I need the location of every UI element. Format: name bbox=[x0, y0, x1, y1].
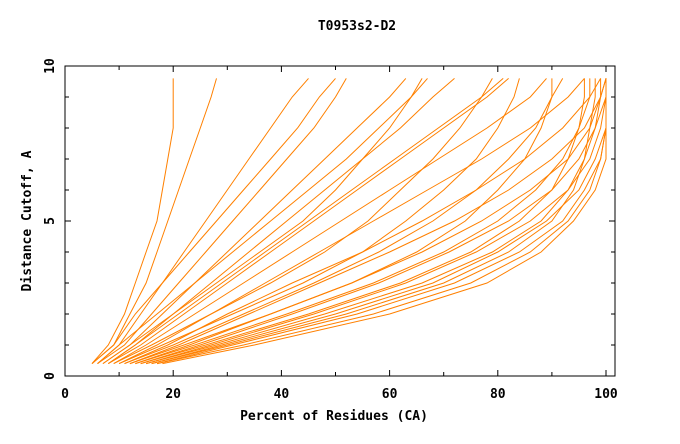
series-line-2 bbox=[91, 78, 217, 364]
x-tick-label: 60 bbox=[382, 387, 398, 402]
series-line-24 bbox=[102, 78, 423, 365]
series-line-30 bbox=[91, 78, 336, 364]
series-line-25 bbox=[97, 78, 428, 364]
series-line-28 bbox=[124, 78, 564, 365]
series-line-12 bbox=[135, 78, 607, 365]
series-line-3 bbox=[97, 78, 309, 364]
series-line-29 bbox=[108, 78, 504, 365]
series-line-22 bbox=[118, 78, 520, 365]
series-line-1 bbox=[91, 78, 174, 364]
series-line-20 bbox=[140, 78, 585, 365]
series-line-5 bbox=[102, 78, 407, 365]
series-line-9 bbox=[118, 78, 585, 365]
y-axis-label: Distance Cutoff, A bbox=[20, 150, 35, 291]
series-line-6 bbox=[108, 78, 455, 365]
series-line-19 bbox=[151, 78, 596, 365]
series-line-8 bbox=[113, 78, 547, 365]
series-line-21 bbox=[129, 78, 553, 365]
chart-title: T0953s2-D2 bbox=[318, 19, 396, 34]
series-line-26 bbox=[145, 78, 602, 365]
y-tick-label: 10 bbox=[43, 58, 58, 74]
series-line-13 bbox=[140, 78, 607, 365]
x-tick-label: 0 bbox=[61, 387, 69, 402]
x-axis-label: Percent of Residues (CA) bbox=[240, 409, 428, 424]
x-tick-label: 80 bbox=[490, 387, 506, 402]
axes: 0 20 40 60 80 100 0 5 10 bbox=[43, 58, 618, 402]
series-line-7 bbox=[108, 78, 509, 365]
series-line-23 bbox=[113, 78, 493, 365]
x-tick-label: 20 bbox=[165, 387, 181, 402]
y-tick-label: 5 bbox=[43, 217, 58, 225]
y-tick-label: 0 bbox=[43, 372, 58, 380]
series-line-11 bbox=[129, 78, 607, 365]
x-tick-label: 100 bbox=[594, 387, 618, 402]
series-line-10 bbox=[124, 78, 602, 365]
x-tick-label: 40 bbox=[274, 387, 290, 402]
series-line-18 bbox=[162, 78, 607, 365]
series-line-4 bbox=[97, 78, 347, 365]
series-lines bbox=[91, 78, 607, 365]
series-line-27 bbox=[135, 78, 591, 365]
series-line-14 bbox=[145, 78, 607, 365]
